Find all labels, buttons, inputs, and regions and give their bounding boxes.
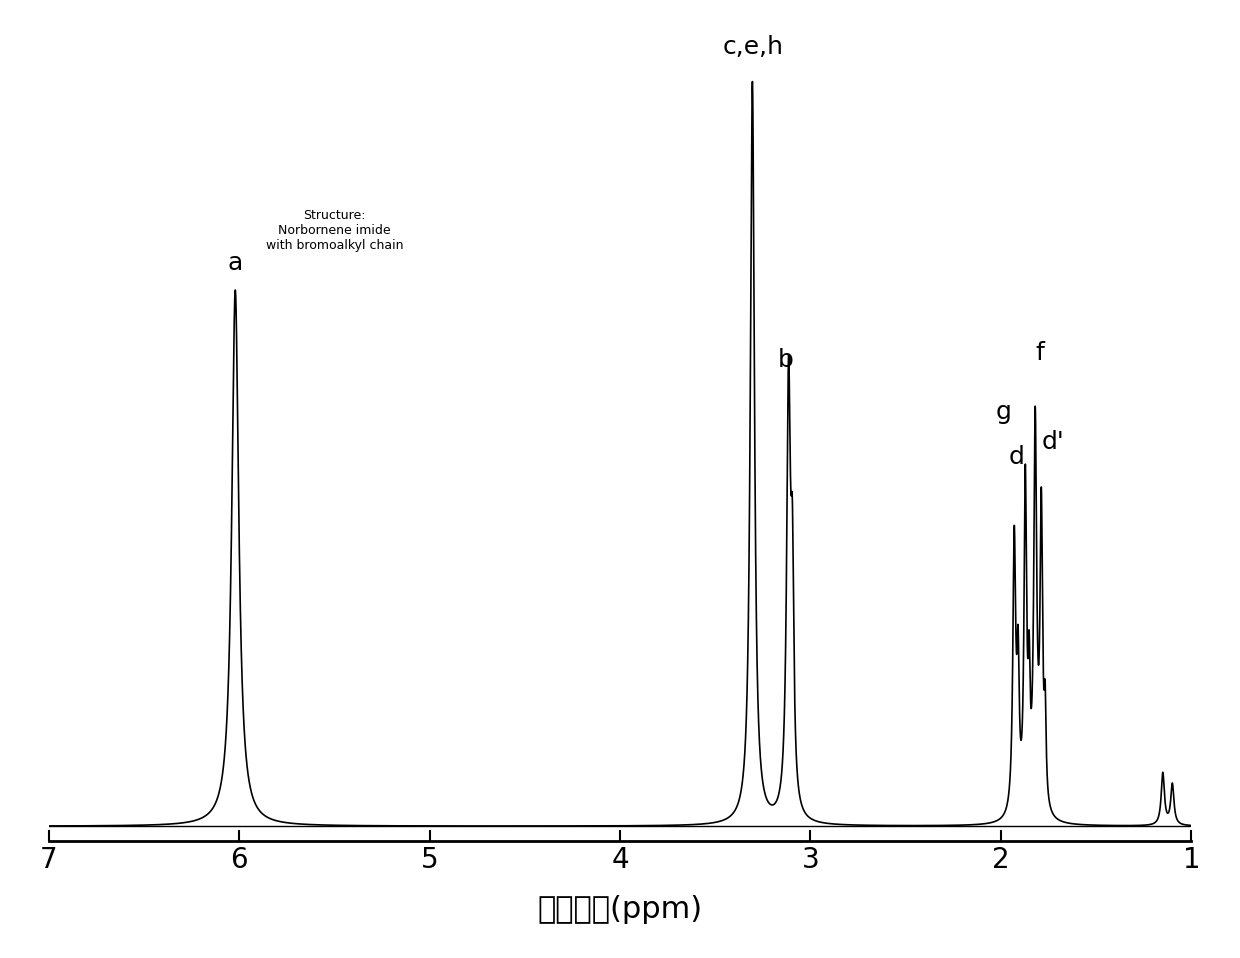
Text: g: g: [996, 400, 1012, 424]
Text: b: b: [777, 348, 794, 372]
Text: a: a: [228, 251, 243, 275]
Text: c,e,h: c,e,h: [723, 35, 784, 59]
Text: d': d': [1042, 430, 1064, 454]
X-axis label: 化学位移(ppm): 化学位移(ppm): [537, 895, 703, 924]
Text: Structure:
Norbornene imide
with bromoalkyl chain: Structure: Norbornene imide with bromoal…: [265, 209, 403, 252]
Text: d: d: [1009, 445, 1024, 468]
Text: f: f: [1035, 341, 1044, 365]
